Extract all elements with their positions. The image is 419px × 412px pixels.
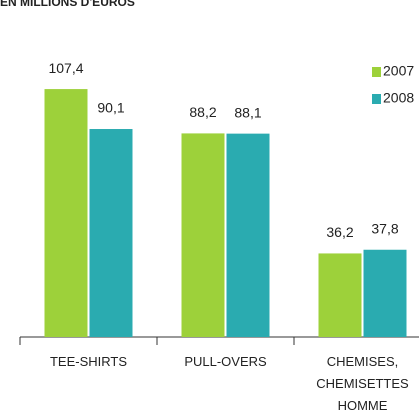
- bar: [89, 129, 133, 337]
- legend-label: 2007: [383, 63, 414, 79]
- bar: [181, 133, 225, 337]
- value-label: 88,2: [189, 104, 216, 120]
- x-tick-label: PULL-OVERS: [184, 354, 267, 369]
- legend-swatch: [372, 94, 381, 104]
- bar: [44, 89, 88, 338]
- bar: [363, 249, 407, 337]
- chart-title: EN MILLIONS D'EUROS: [0, 0, 135, 9]
- x-tick-label: CHEMISES, CHEMISETTES HOMME: [316, 354, 409, 412]
- value-label: 37,8: [371, 220, 398, 236]
- legend-swatch: [372, 67, 381, 77]
- bar: [318, 253, 362, 337]
- x-tick-label: TEE-SHIRTS: [49, 354, 128, 369]
- value-label: 88,1: [234, 104, 261, 120]
- value-label: 90,1: [97, 100, 124, 116]
- legend-label: 2008: [383, 90, 414, 106]
- bar: [226, 133, 270, 337]
- value-label: 107,4: [48, 60, 83, 76]
- value-label: 36,2: [326, 224, 353, 240]
